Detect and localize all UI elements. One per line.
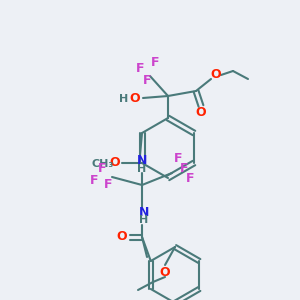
Text: F: F [143, 74, 151, 86]
Text: CH₃: CH₃ [92, 159, 114, 169]
Text: F: F [180, 161, 188, 175]
Text: O: O [211, 68, 221, 82]
Text: F: F [136, 61, 144, 74]
Text: H: H [137, 164, 147, 174]
Text: O: O [160, 266, 170, 278]
Text: N: N [139, 206, 149, 218]
Text: F: F [104, 178, 112, 191]
Text: H: H [140, 215, 148, 225]
Text: F: F [174, 152, 182, 166]
Text: F: F [98, 163, 106, 176]
Text: O: O [130, 92, 140, 104]
Text: F: F [186, 172, 194, 185]
Text: F: F [90, 175, 98, 188]
Text: O: O [110, 157, 120, 169]
Text: H: H [119, 94, 129, 104]
Text: F: F [151, 56, 159, 68]
Text: O: O [117, 230, 127, 244]
Text: O: O [196, 106, 206, 119]
Text: N: N [137, 154, 147, 167]
